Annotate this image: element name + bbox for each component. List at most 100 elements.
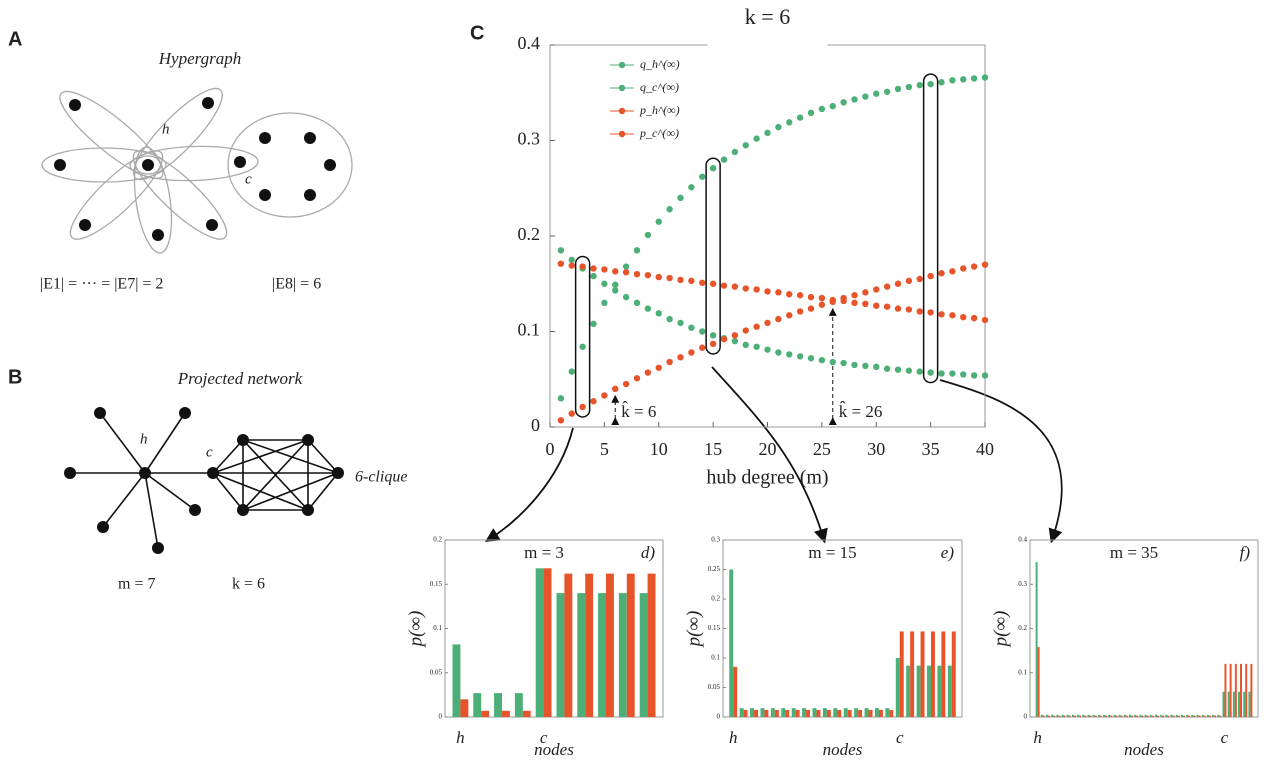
edge	[212, 439, 244, 474]
bar	[1051, 714, 1054, 717]
x-tick-label: 0	[546, 439, 555, 459]
bar	[1188, 715, 1191, 717]
bar	[906, 665, 911, 717]
data-point	[655, 218, 662, 225]
data-point	[905, 277, 913, 285]
data-point	[905, 306, 913, 313]
bar	[1234, 663, 1237, 717]
bar	[1134, 714, 1137, 717]
bar	[618, 593, 627, 717]
node	[332, 467, 344, 479]
bar	[729, 569, 734, 717]
bar	[1131, 715, 1133, 717]
data-point	[612, 385, 619, 392]
y-tick-label: 0.3	[711, 536, 720, 544]
data-point	[644, 305, 652, 312]
edge	[144, 472, 159, 549]
edge-size: |E8| = 6	[272, 276, 321, 293]
chart-title: m = 35	[1110, 543, 1158, 562]
bar	[847, 709, 852, 717]
edge	[242, 472, 339, 511]
bar	[812, 708, 817, 717]
bar	[937, 665, 942, 717]
bar	[802, 708, 807, 717]
data-point	[873, 302, 880, 309]
bar	[1208, 715, 1211, 717]
bar	[864, 708, 869, 717]
data-point	[829, 102, 836, 110]
bar	[1203, 715, 1206, 717]
node	[302, 504, 314, 516]
data-point	[579, 403, 586, 411]
legend-marker	[618, 84, 626, 92]
data-point	[796, 353, 804, 360]
projected-network: Projected network h c 6-clique m = 7 k =…	[64, 369, 407, 593]
data-point	[916, 275, 923, 283]
bar	[930, 631, 935, 717]
bar	[1129, 714, 1132, 717]
bar	[795, 709, 800, 717]
data-point	[601, 392, 608, 399]
node	[94, 407, 106, 419]
bar	[1056, 714, 1059, 717]
data-point	[677, 319, 684, 327]
data-point	[644, 271, 652, 279]
data-point	[644, 231, 652, 239]
hyperedge	[133, 146, 173, 254]
data-point	[873, 363, 880, 371]
bar	[858, 709, 863, 717]
data-point	[862, 93, 869, 100]
data-point	[786, 119, 793, 126]
y-axis-label: p(∞)	[990, 611, 1011, 649]
data-point	[666, 315, 673, 323]
bar	[1063, 715, 1066, 717]
data-point	[655, 273, 662, 281]
y-tick-label: 0.2	[1018, 624, 1027, 632]
bar	[1125, 715, 1128, 717]
data-point	[916, 308, 923, 315]
panel-tag: e)	[941, 543, 955, 562]
bar	[1035, 562, 1038, 717]
bar	[1103, 714, 1106, 717]
data-point	[590, 272, 597, 280]
bar	[1151, 715, 1154, 717]
param: k = 6	[232, 576, 265, 593]
bar	[878, 709, 883, 717]
bar	[1087, 714, 1090, 717]
data-point	[883, 283, 891, 290]
bar	[1240, 663, 1242, 717]
data-point	[818, 356, 826, 364]
bar	[1042, 715, 1045, 717]
node	[207, 467, 219, 479]
data-point	[916, 368, 923, 375]
node-label: c	[206, 444, 213, 460]
data-point	[949, 312, 956, 319]
data-point	[970, 263, 978, 270]
data-point	[786, 291, 793, 298]
data-point	[894, 305, 902, 312]
bar	[822, 708, 827, 717]
node-label: c	[245, 171, 252, 187]
y-tick-label: 0.1	[1018, 668, 1027, 676]
bar	[754, 709, 758, 717]
hyperedge	[227, 112, 353, 218]
y-tick-label: 0.2	[433, 536, 442, 544]
node	[179, 407, 191, 419]
chart-title: m = 3	[524, 543, 564, 562]
node	[302, 434, 314, 446]
data-point	[960, 371, 967, 378]
data-point	[796, 292, 804, 299]
data-point	[557, 395, 565, 402]
x-tick-label: 5	[600, 439, 609, 459]
data-point	[807, 293, 815, 301]
y-tick-label: 0.4	[518, 33, 541, 53]
data-point	[709, 332, 717, 339]
bar	[843, 708, 848, 717]
data-point	[981, 372, 989, 379]
data-point	[644, 369, 652, 376]
bar	[1068, 715, 1071, 717]
legend-label: p_h^(∞)	[639, 103, 680, 117]
data-point	[851, 299, 858, 307]
data-point	[938, 79, 945, 86]
data-point	[688, 349, 695, 356]
